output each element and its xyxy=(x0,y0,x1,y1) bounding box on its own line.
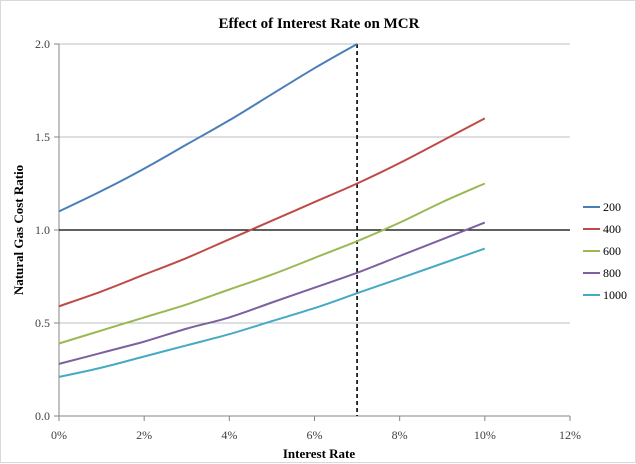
legend-label-600: 600 xyxy=(603,244,621,258)
series-line-600 xyxy=(58,182,486,345)
legend: 200 400 600 800 1000 xyxy=(583,200,627,302)
x-tick-label: 0% xyxy=(51,428,67,442)
x-tick-label: 10% xyxy=(474,428,496,442)
y-tick-label: 1.0 xyxy=(35,223,50,237)
x-tick-label: 12% xyxy=(559,428,581,442)
y-tick-label: 0.0 xyxy=(35,409,50,423)
legend-label-1000: 1000 xyxy=(603,288,627,302)
series-line-400 xyxy=(58,117,486,308)
y-tick-label: 2.0 xyxy=(35,37,50,51)
axes xyxy=(54,43,571,421)
series-lines xyxy=(58,43,486,378)
legend-label-800: 800 xyxy=(603,266,621,280)
x-axis-title: Interest Rate xyxy=(283,446,356,461)
chart-title: Effect of Interest Rate on MCR xyxy=(219,16,420,32)
legend-label-200: 200 xyxy=(603,200,621,214)
reference-lines xyxy=(59,44,570,416)
tick-labels: 0.0 0.5 1.0 1.5 2.0 0% 2% 4% 6% 8% 10% 12% xyxy=(35,37,581,442)
x-tick-label: 2% xyxy=(136,428,152,442)
series-line-800 xyxy=(58,221,486,365)
y-tick-label: 0.5 xyxy=(35,316,50,330)
y-tick-label: 1.5 xyxy=(35,130,50,144)
gridlines xyxy=(59,43,570,324)
series-line-1000 xyxy=(58,247,486,378)
series-line-200 xyxy=(58,43,358,213)
y-axis-title: Natural Gas Cost Ratio xyxy=(11,165,26,295)
x-tick-label: 8% xyxy=(392,428,408,442)
x-tick-label: 4% xyxy=(221,428,237,442)
x-tick-label: 6% xyxy=(307,428,323,442)
legend-label-400: 400 xyxy=(603,222,621,236)
